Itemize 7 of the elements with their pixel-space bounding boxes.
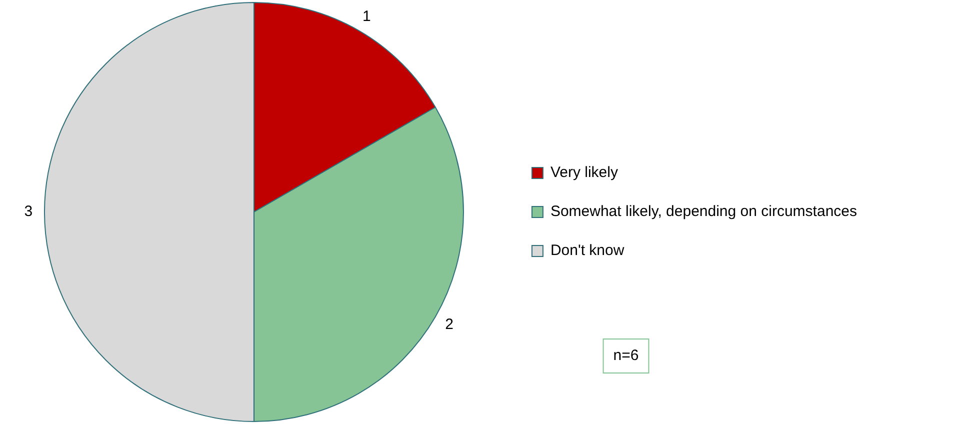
legend-label: Very likely [550,164,618,182]
legend-label: Don't know [550,242,624,260]
data-label: 2 [445,316,454,333]
data-label: 3 [24,203,33,220]
text: n=6 [613,347,639,364]
data-label: 1 [362,8,371,25]
legend-label: Somewhat likely, depending on circumstances [550,203,858,220]
